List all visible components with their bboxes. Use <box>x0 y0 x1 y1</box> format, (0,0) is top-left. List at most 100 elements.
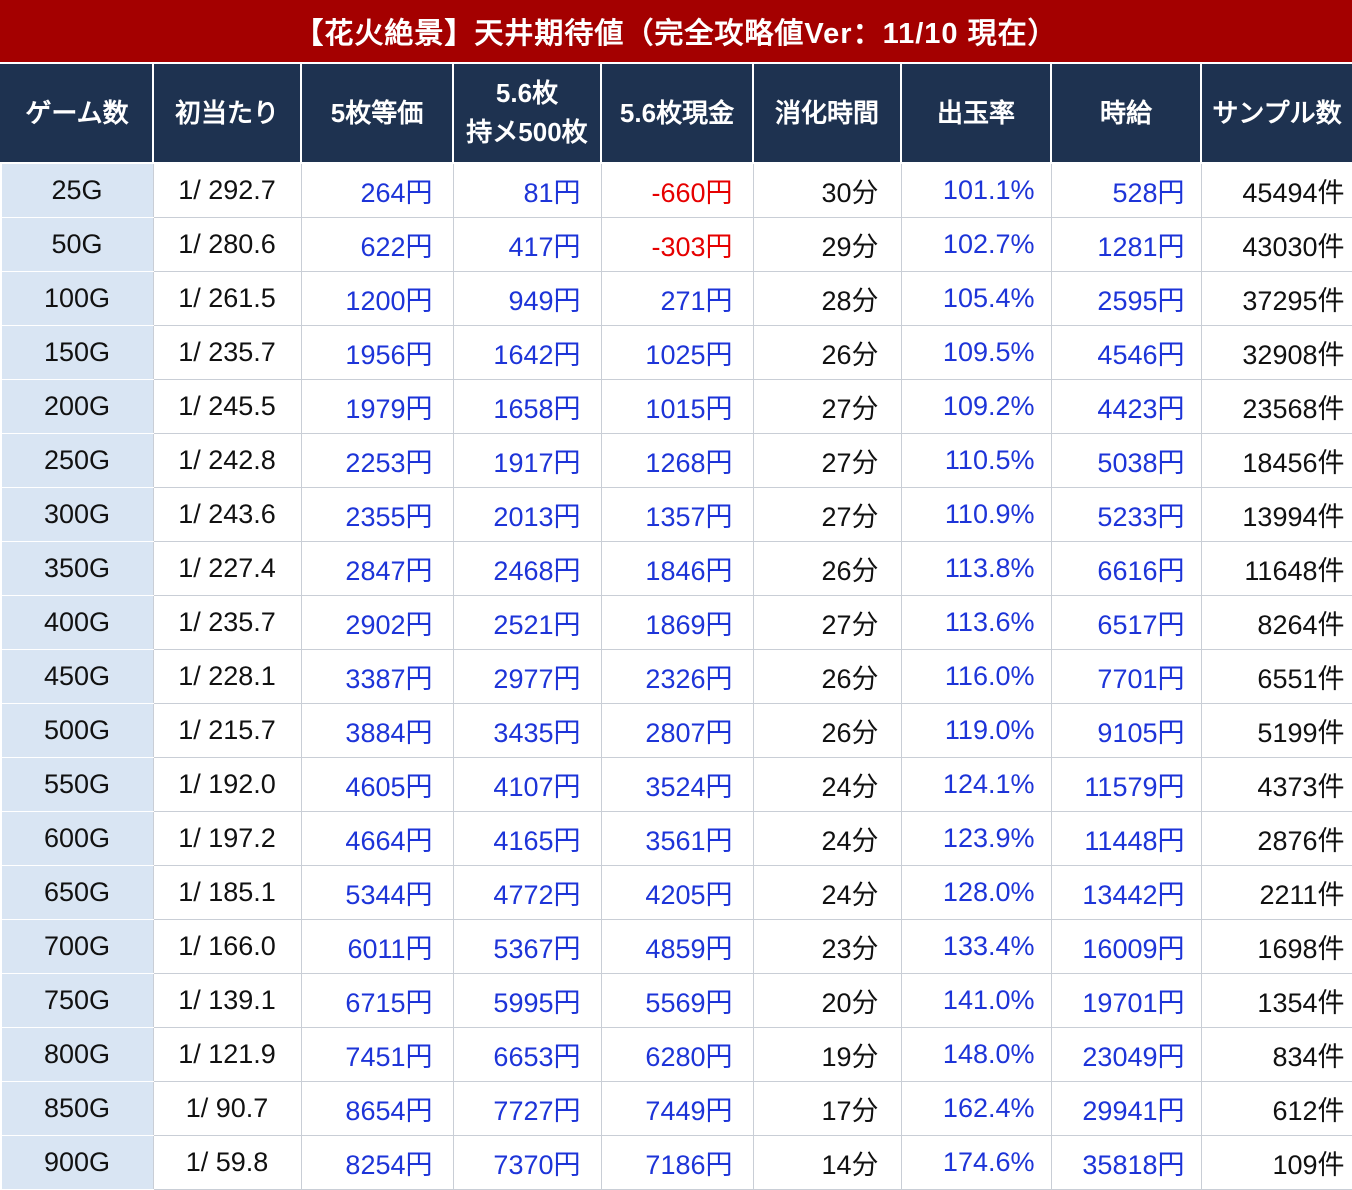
sample-count-cell: 45494件 <box>1200 162 1352 218</box>
table-row: 750G 1/ 139.1 6715円 5995円 5569円 20分 141.0% 1970… <box>0 972 1352 1028</box>
first-hit-cell: 1/ 243.6 <box>152 486 302 542</box>
table-row: 150G 1/ 235.7 1956円 1642円 1025円 26分 109.5% 4546… <box>0 324 1352 380</box>
cash-5-6-cell: 1268円 <box>600 432 754 488</box>
first-hit-cell: 1/ 121.9 <box>152 1026 302 1082</box>
first-hit-cell: 1/ 292.7 <box>152 162 302 218</box>
cash-5-6-cell: 3524円 <box>600 756 754 812</box>
hourly-wage-cell: 6517円 <box>1050 594 1202 650</box>
payout-rate-cell: 116.0% <box>900 648 1052 704</box>
coins-5-6-hold500-cell: 1658円 <box>452 378 602 434</box>
table-row: 450G 1/ 228.1 3387円 2977円 2326円 26分 116.0% 7701… <box>0 648 1352 704</box>
play-time-cell: 19分 <box>752 1026 902 1082</box>
first-hit-cell: 1/ 192.0 <box>152 756 302 812</box>
play-time-cell: 24分 <box>752 756 902 812</box>
table-row: 250G 1/ 242.8 2253円 1917円 1268円 27分 110.5% 5038… <box>0 432 1352 488</box>
first-hit-cell: 1/ 215.7 <box>152 702 302 758</box>
sample-count-cell: 23568件 <box>1200 378 1352 434</box>
hourly-wage-cell: 5038円 <box>1050 432 1202 488</box>
payout-rate-cell: 124.1% <box>900 756 1052 812</box>
games-cell: 550G <box>0 756 154 812</box>
equivalent-5-cell: 8654円 <box>300 1080 454 1136</box>
payout-rate-cell: 101.1% <box>900 162 1052 218</box>
table-row: 800G 1/ 121.9 7451円 6653円 6280円 19分 148.0% 2304… <box>0 1026 1352 1082</box>
table-row: 500G 1/ 215.7 3884円 3435円 2807円 26分 119.0% 9105… <box>0 702 1352 758</box>
hourly-wage-cell: 19701円 <box>1050 972 1202 1028</box>
payout-rate-cell: 174.6% <box>900 1134 1052 1190</box>
games-cell: 700G <box>0 918 154 974</box>
table-row: 650G 1/ 185.1 5344円 4772円 4205円 24分 128.0% 1344… <box>0 864 1352 920</box>
equivalent-5-cell: 6011円 <box>300 918 454 974</box>
payout-rate-cell: 105.4% <box>900 270 1052 326</box>
sample-count-cell: 4373件 <box>1200 756 1352 812</box>
cash-5-6-cell: -660円 <box>600 162 754 218</box>
games-cell: 25G <box>0 162 154 218</box>
cash-5-6-cell: 7449円 <box>600 1080 754 1136</box>
page-title: 【花火絶景】天井期待値（完全攻略値Ver：11/10 現在） <box>0 0 1352 62</box>
table-row: 50G 1/ 280.6 622円 417円 -303円 29分 102.7% 1281円 43… <box>0 216 1352 272</box>
coins-5-6-hold500-cell: 4772円 <box>452 864 602 920</box>
coins-5-6-hold500-cell: 2521円 <box>452 594 602 650</box>
coins-5-6-hold500-cell: 81円 <box>452 162 602 218</box>
games-cell: 100G <box>0 270 154 326</box>
hourly-wage-cell: 4546円 <box>1050 324 1202 380</box>
coins-5-6-hold500-cell: 2013円 <box>452 486 602 542</box>
play-time-cell: 23分 <box>752 918 902 974</box>
hourly-wage-cell: 11448円 <box>1050 810 1202 866</box>
equivalent-5-cell: 5344円 <box>300 864 454 920</box>
equivalent-5-cell: 7451円 <box>300 1026 454 1082</box>
table-row: 600G 1/ 197.2 4664円 4165円 3561円 24分 123.9% 1144… <box>0 810 1352 866</box>
cash-5-6-cell: -303円 <box>600 216 754 272</box>
hourly-wage-cell: 7701円 <box>1050 648 1202 704</box>
coins-5-6-hold500-cell: 7727円 <box>452 1080 602 1136</box>
sample-count-cell: 1354件 <box>1200 972 1352 1028</box>
hourly-wage-cell: 5233円 <box>1050 486 1202 542</box>
cash-5-6-cell: 1846円 <box>600 540 754 596</box>
sample-count-cell: 37295件 <box>1200 270 1352 326</box>
table-row: 550G 1/ 192.0 4605円 4107円 3524円 24分 124.1% 1157… <box>0 756 1352 812</box>
coins-5-6-hold500-cell: 6653円 <box>452 1026 602 1082</box>
first-hit-cell: 1/ 139.1 <box>152 972 302 1028</box>
hourly-wage-cell: 4423円 <box>1050 378 1202 434</box>
sample-count-cell: 32908件 <box>1200 324 1352 380</box>
equivalent-5-cell: 1956円 <box>300 324 454 380</box>
coins-5-6-hold500-cell: 2468円 <box>452 540 602 596</box>
play-time-cell: 27分 <box>752 486 902 542</box>
equivalent-5-cell: 264円 <box>300 162 454 218</box>
games-cell: 200G <box>0 378 154 434</box>
hourly-wage-cell: 16009円 <box>1050 918 1202 974</box>
sample-count-cell: 612件 <box>1200 1080 1352 1136</box>
expected-value-table: ゲーム数 初当たり 5枚等価 5.6枚 持メ500枚 5.6枚現金 消化時間 出玉率 時給 サン… <box>0 62 1352 1190</box>
hourly-wage-cell: 9105円 <box>1050 702 1202 758</box>
payout-rate-cell: 110.5% <box>900 432 1052 488</box>
hourly-wage-cell: 528円 <box>1050 162 1202 218</box>
sample-count-cell: 5199件 <box>1200 702 1352 758</box>
equivalent-5-cell: 8254円 <box>300 1134 454 1190</box>
first-hit-cell: 1/ 227.4 <box>152 540 302 596</box>
payout-rate-cell: 133.4% <box>900 918 1052 974</box>
play-time-cell: 17分 <box>752 1080 902 1136</box>
games-cell: 850G <box>0 1080 154 1136</box>
coins-5-6-hold500-cell: 949円 <box>452 270 602 326</box>
sample-count-cell: 6551件 <box>1200 648 1352 704</box>
column-header-payout-rate: 出玉率 <box>900 62 1052 164</box>
play-time-cell: 27分 <box>752 432 902 488</box>
cash-5-6-cell: 2807円 <box>600 702 754 758</box>
column-header-coins-5-6-hold500: 5.6枚 持メ500枚 <box>452 62 602 164</box>
play-time-cell: 26分 <box>752 702 902 758</box>
column-header-cash-5-6: 5.6枚現金 <box>600 62 754 164</box>
first-hit-cell: 1/ 90.7 <box>152 1080 302 1136</box>
equivalent-5-cell: 2355円 <box>300 486 454 542</box>
cash-5-6-cell: 6280円 <box>600 1026 754 1082</box>
sample-count-cell: 13994件 <box>1200 486 1352 542</box>
sample-count-cell: 11648件 <box>1200 540 1352 596</box>
table-row: 850G 1/ 90.7 8654円 7727円 7449円 17分 162.4% 29941… <box>0 1080 1352 1136</box>
cash-5-6-cell: 4859円 <box>600 918 754 974</box>
equivalent-5-cell: 2253円 <box>300 432 454 488</box>
coins-5-6-hold500-cell: 5367円 <box>452 918 602 974</box>
first-hit-cell: 1/ 197.2 <box>152 810 302 866</box>
equivalent-5-cell: 4664円 <box>300 810 454 866</box>
equivalent-5-cell: 2847円 <box>300 540 454 596</box>
first-hit-cell: 1/ 235.7 <box>152 324 302 380</box>
coins-5-6-hold500-cell: 417円 <box>452 216 602 272</box>
